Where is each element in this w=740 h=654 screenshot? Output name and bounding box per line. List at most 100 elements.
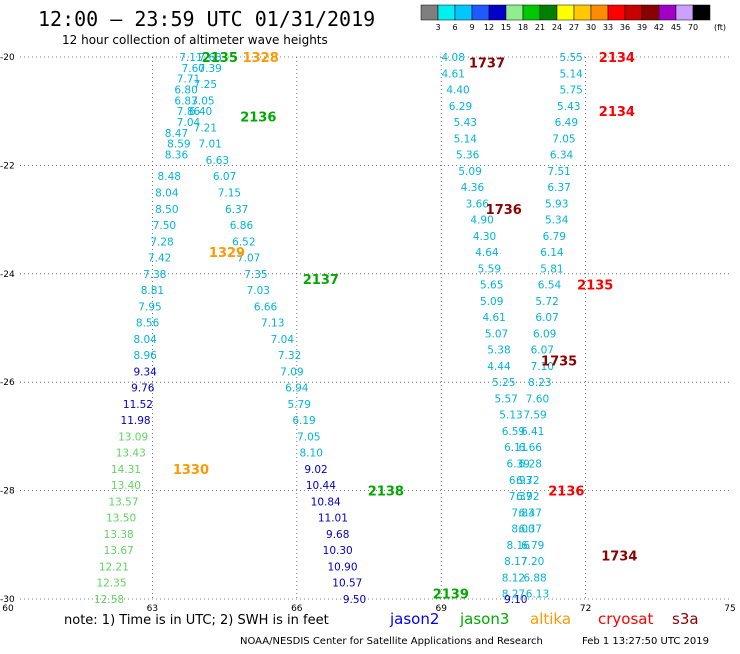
colorbar-swatch — [488, 4, 507, 21]
x-tick-label: 66 — [291, 604, 303, 614]
swh-reading: 5.38 — [487, 345, 510, 357]
swh-reading: 4.30 — [473, 231, 496, 243]
swh-reading: 13.40 — [111, 480, 141, 492]
colorbar-tick-label: 45 — [671, 23, 681, 32]
chart-title: 12:00 – 23:59 UTC 01/31/2019 — [38, 7, 375, 31]
swh-reading: 7.60 — [526, 393, 549, 405]
x-tick-label: 63 — [147, 604, 158, 614]
colorbar-tick-label: 42 — [654, 23, 664, 32]
colorbar-tick-label: 39 — [637, 23, 647, 32]
pass-number-label: 2135 — [202, 51, 238, 66]
swh-reading: 8.10 — [300, 448, 323, 460]
colorbar-tick-label: 15 — [501, 23, 511, 32]
swh-reading: 6.72 — [516, 475, 539, 487]
swh-reading: 5.43 — [557, 101, 580, 113]
swh-reading: 7.38 — [143, 269, 166, 281]
swh-reading: 10.44 — [306, 480, 336, 492]
swh-reading: 7.05 — [552, 133, 575, 145]
colorbar-swatch — [505, 4, 524, 21]
colorbar-swatch — [522, 4, 541, 21]
swh-reading: 5.25 — [492, 377, 515, 389]
swh-reading: 13.67 — [104, 545, 134, 557]
swh-reading: 6.94 — [285, 383, 309, 395]
swh-reading: 7.05 — [297, 431, 320, 443]
swh-reading: 13.38 — [104, 529, 134, 541]
swh-reading: 5.09 — [480, 296, 503, 308]
swh-reading: 6.88 — [523, 572, 546, 584]
swh-reading: 5.14 — [454, 133, 478, 145]
swh-reading: 5.72 — [535, 296, 558, 308]
swh-reading: 11.98 — [121, 415, 151, 427]
pass-number-label: 2136 — [240, 111, 276, 126]
colorbar-tick-label: 33 — [603, 23, 613, 32]
swh-reading: 6.79 — [543, 231, 566, 243]
swh-reading: 6.39 — [507, 459, 530, 471]
swh-reading: 8.50 — [155, 204, 178, 216]
colorbar-swatch — [437, 4, 456, 21]
swh-reading: 8.04 — [155, 188, 179, 200]
swh-reading: 5.57 — [494, 393, 517, 405]
swh-reading: 6.11 — [504, 442, 527, 454]
swh-reading: 6.34 — [550, 150, 574, 162]
swh-reading: 7.07 — [237, 253, 260, 265]
colorbar-tick-label: 24 — [552, 23, 562, 32]
swh-reading: 7.03 — [247, 285, 270, 297]
swh-reading: 7.42 — [148, 253, 171, 265]
swh-reading: 6.66 — [519, 442, 543, 454]
swh-reading: 5.07 — [485, 328, 508, 340]
swh-reading: 10.84 — [311, 496, 341, 508]
swh-reading: 14.31 — [111, 464, 141, 476]
swh-reading: 8.00 — [511, 524, 534, 536]
swh-reading: 5.34 — [545, 215, 569, 227]
swh-reading: 11.01 — [318, 513, 348, 525]
swh-reading: 4.40 — [446, 85, 469, 97]
colorbar-tick-label: 12 — [484, 23, 494, 32]
colorbar-swatch — [420, 4, 439, 21]
swh-reading: 12.58 — [94, 594, 124, 606]
swh-reading: 6.28 — [519, 459, 542, 471]
colorbar-swatch — [573, 4, 592, 21]
swh-reading: 9.34 — [133, 366, 157, 378]
swh-reading: 8.23 — [528, 377, 551, 389]
swh-reading: 8.47 — [165, 128, 188, 140]
swh-reading: 8.17 — [504, 556, 527, 568]
swh-reading: 4.44 — [487, 361, 511, 373]
legend-item-cryosat: cryosat — [598, 610, 653, 628]
swh-reading: 5.13 — [499, 410, 522, 422]
swh-reading: 10.30 — [323, 545, 353, 557]
swh-reading: 7.32 — [278, 350, 301, 362]
swh-reading: 3.66 — [466, 198, 490, 210]
swh-reading: 7.10 — [531, 361, 554, 373]
swh-reading: 13.43 — [116, 448, 146, 460]
swh-reading: 5.81 — [540, 263, 563, 275]
swh-reading: 5.43 — [454, 117, 477, 129]
swh-reading: 6.92 — [516, 491, 539, 503]
swh-reading: 5.75 — [559, 85, 582, 97]
swh-reading: 6.07 — [535, 312, 558, 324]
swh-reading: 8.56 — [136, 318, 160, 330]
swh-reading: 7.60 — [182, 63, 205, 75]
legend-item-jason3: jason3 — [459, 610, 509, 628]
pass-number-label: 1736 — [486, 203, 522, 218]
swh-reading: 6.49 — [555, 117, 578, 129]
colorbar-swatch — [641, 4, 660, 21]
pass-number-label: 1737 — [469, 56, 505, 71]
y-tick-label: -26 — [0, 378, 15, 388]
chart-subtitle: 12 hour collection of altimeter wave hei… — [62, 33, 328, 47]
swh-reading: 12.21 — [99, 561, 129, 573]
swh-reading: 7.51 — [547, 166, 570, 178]
swh-reading: 11.52 — [123, 399, 153, 411]
y-tick-label: -28 — [0, 487, 15, 497]
swh-reading: 10.90 — [327, 561, 357, 573]
swh-reading: 7.86 — [177, 106, 201, 118]
swh-reading: 9.02 — [304, 464, 327, 476]
swh-reading: 6.54 — [538, 280, 562, 292]
swh-reading: 4.08 — [442, 52, 465, 64]
colorbar-swatch — [607, 4, 626, 21]
swh-reading: 6.07 — [531, 345, 554, 357]
swh-reading: 6.80 — [174, 85, 197, 97]
colorbar-tick-label: 6 — [452, 23, 457, 32]
swh-reading: 7.09 — [280, 366, 303, 378]
swh-reading: 5.36 — [456, 150, 480, 162]
